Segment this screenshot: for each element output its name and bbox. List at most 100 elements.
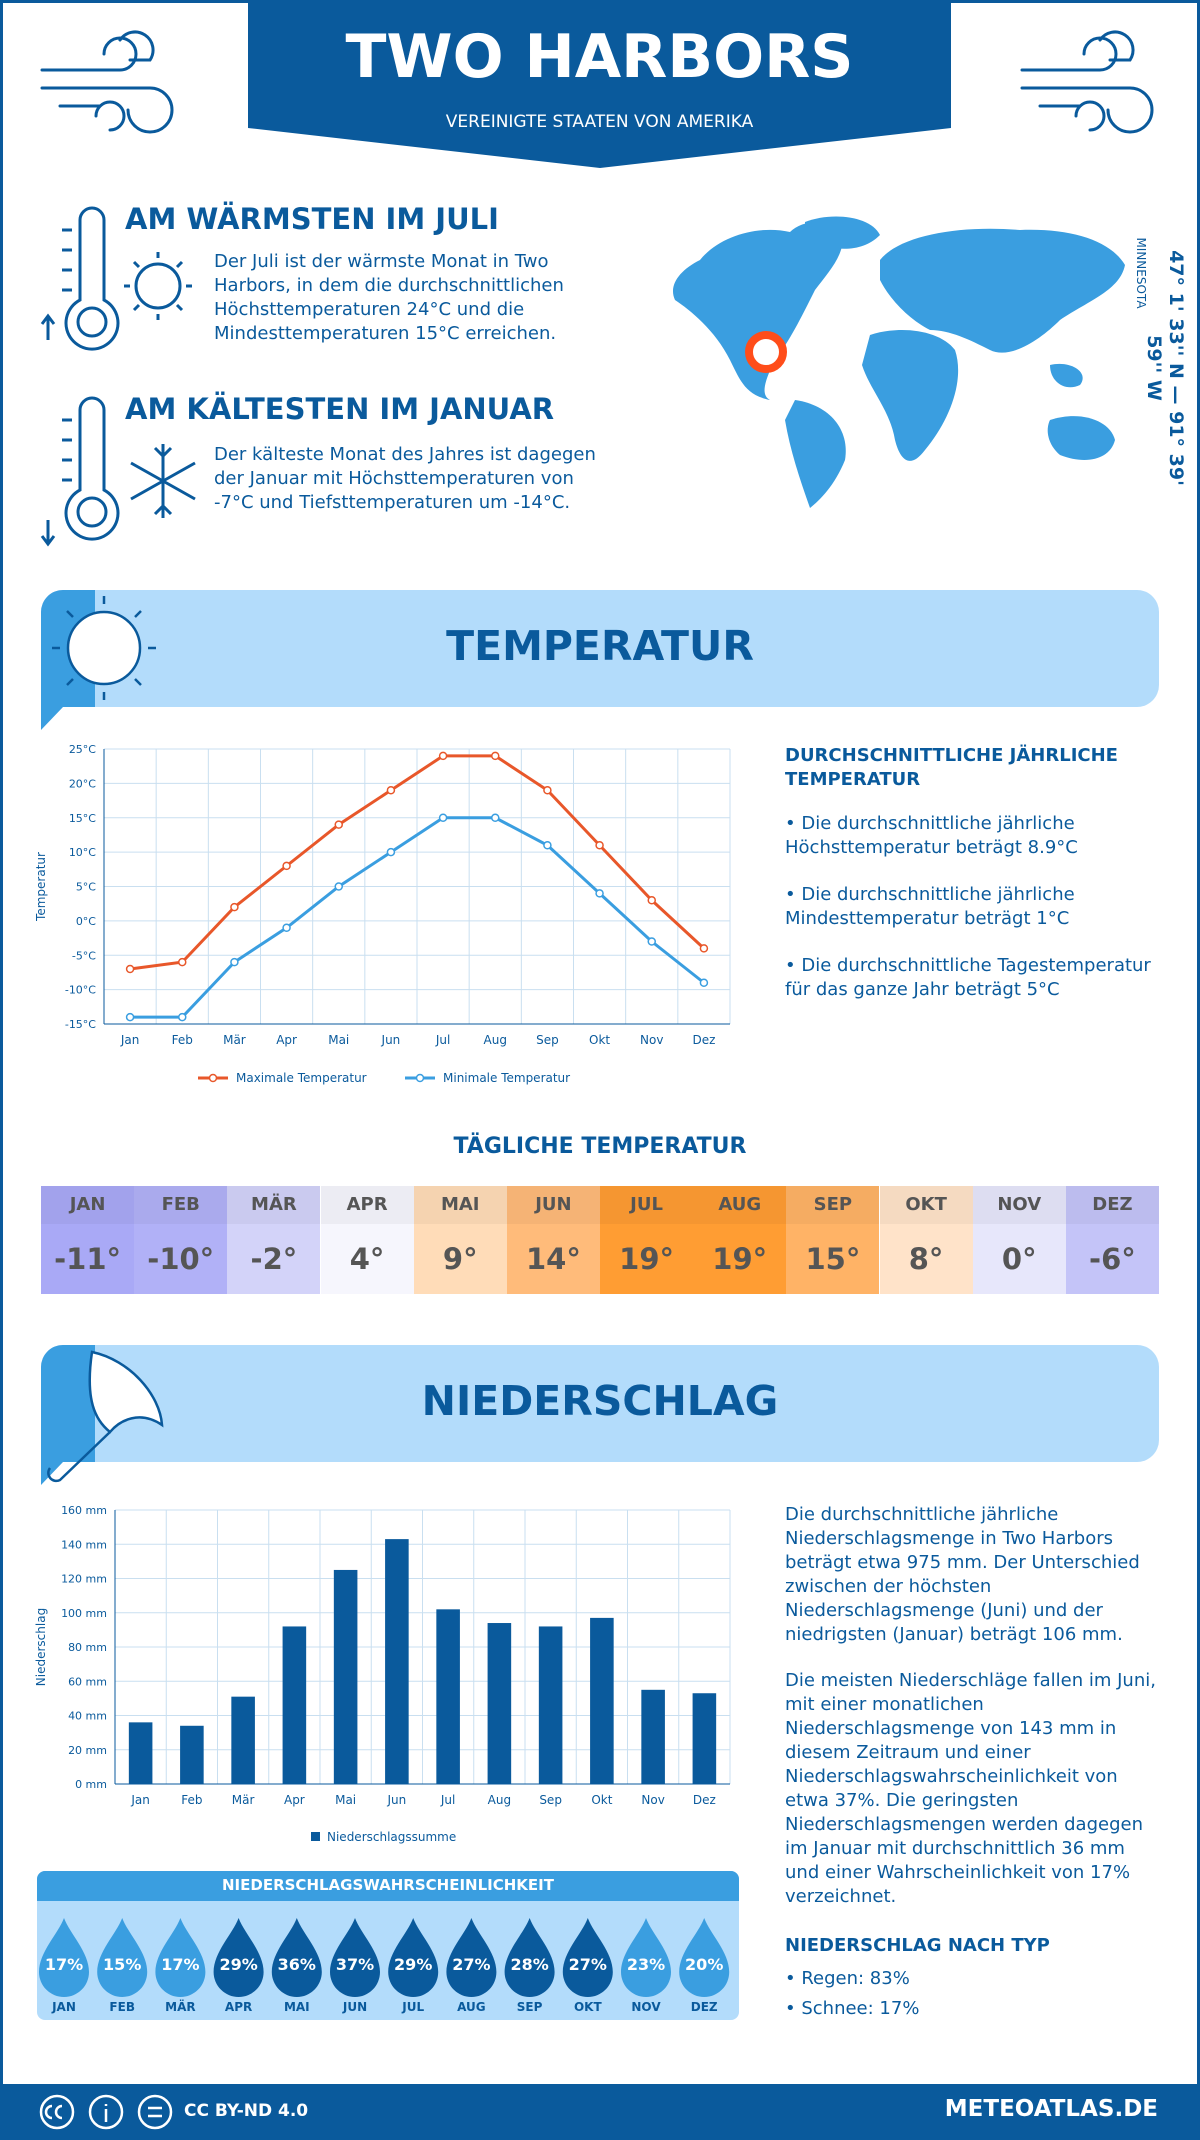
banner-corner — [41, 1345, 95, 1485]
license-icons — [39, 2094, 173, 2130]
precipitation-text: Die durchschnittliche jährliche Niedersc… — [785, 1504, 1140, 1645]
umbrella-icon — [47, 1350, 164, 1483]
y-tick-label: -10°C — [65, 984, 96, 997]
month-value: -2° — [227, 1224, 321, 1294]
point — [647, 937, 656, 946]
x-tick-label: Apr — [284, 1793, 305, 1807]
drop — [562, 1918, 613, 1997]
bar — [538, 1626, 563, 1784]
probability-box — [37, 1871, 739, 2020]
month-header: JAN — [41, 1186, 135, 1224]
x-tick-label: Nov — [640, 1033, 663, 1047]
month-value: -11° — [41, 1224, 135, 1294]
drop — [155, 1918, 206, 1997]
page-title: TWO HARBORS — [345, 22, 854, 92]
point — [543, 786, 552, 795]
probability-month: SEP — [517, 2000, 543, 2014]
point — [699, 978, 709, 987]
x-tick-label: Sep — [539, 1793, 562, 1807]
probability-value: 36% — [278, 1955, 316, 1974]
section-title: NIEDERSCHLAG — [421, 1377, 779, 1425]
coordinates: 47° 1' 33'' N — 91° 39' 59'' W — [1143, 250, 1187, 486]
thermometer-icon — [40, 206, 196, 547]
probability-value: 27% — [452, 1955, 490, 1974]
drop — [271, 1918, 322, 1997]
temperature-banner — [41, 590, 1159, 707]
drop — [504, 1918, 555, 1997]
x-tick-label: Jul — [435, 1033, 450, 1047]
x-tick-label: Mär — [232, 1793, 255, 1807]
drop — [330, 1918, 380, 1997]
x-tick-label: Okt — [589, 1033, 610, 1047]
x-tick-label: Jun — [381, 1033, 401, 1047]
probability-month: NOV — [631, 2000, 661, 2014]
month-header: DEZ — [1065, 1186, 1159, 1224]
point — [491, 751, 500, 761]
probability-month: OKT — [574, 2000, 603, 2014]
month-value: 8° — [879, 1224, 973, 1294]
y-axis-label: Niederschlag — [34, 1608, 48, 1686]
x-tick-label: Feb — [172, 1033, 193, 1047]
summary-item: • Die durchschnittliche jährliche Höchst… — [785, 813, 1078, 858]
probability-value: 17% — [45, 1955, 83, 1974]
point — [647, 896, 656, 905]
line-series — [129, 754, 705, 971]
bar — [487, 1623, 512, 1784]
point — [595, 841, 604, 850]
point — [438, 751, 448, 761]
x-tick-label: Nov — [641, 1793, 664, 1807]
point — [699, 944, 709, 953]
bar — [641, 1689, 665, 1784]
month-header: OKT — [879, 1186, 973, 1224]
month-value: 15° — [786, 1224, 880, 1294]
bar — [231, 1696, 255, 1784]
probability-value: 29% — [394, 1955, 432, 1974]
header-banner — [248, 0, 951, 168]
month-value: 19° — [693, 1224, 787, 1294]
probability-value: 20% — [685, 1955, 723, 1974]
type-item: • Schnee: 17% — [785, 1998, 920, 2019]
page-subtitle: VEREINIGTE STAATEN VON AMERIKA — [445, 112, 754, 132]
point — [178, 1012, 187, 1022]
probability-month: MÄR — [165, 1999, 195, 2014]
x-tick-label: Aug — [488, 1793, 511, 1807]
bar — [333, 1569, 358, 1784]
month-header: JUN — [506, 1186, 600, 1224]
y-tick-label: 0°C — [76, 915, 96, 928]
legend-swatch — [208, 1073, 218, 1083]
y-tick-label: 5°C — [76, 881, 96, 894]
sun-icon — [52, 596, 156, 700]
x-tick-label: Sep — [536, 1033, 559, 1047]
probability-month: AUG — [457, 2000, 486, 2014]
x-tick-label: Apr — [276, 1033, 297, 1047]
point — [595, 889, 604, 898]
point — [386, 786, 396, 795]
month-header: MAI — [413, 1186, 507, 1224]
y-tick-label: 100 mm — [61, 1607, 107, 1620]
y-tick-label: 10°C — [69, 846, 96, 859]
y-tick-label: 15°C — [69, 812, 96, 825]
x-tick-label: Aug — [484, 1033, 507, 1047]
legend-swatch — [415, 1073, 425, 1083]
probability-value: 28% — [510, 1955, 548, 1974]
warmest-text: Der Juli ist der wärmste Monat in Two Ha… — [214, 251, 564, 344]
point — [543, 841, 552, 850]
probability-value: 15% — [103, 1955, 141, 1974]
probability-value: 17% — [161, 1955, 199, 1974]
coldest-text: Der kälteste Monat des Jahres ist dagege… — [214, 444, 596, 513]
warmest-title: AM WÄRMSTEN IM JULI — [125, 202, 499, 236]
drop — [213, 1918, 264, 1997]
location-marker — [745, 331, 787, 373]
y-tick-label: 25°C — [69, 743, 96, 756]
site-name: METEOATLAS.DE — [944, 2096, 1158, 2122]
point — [438, 813, 448, 822]
month-value: 19° — [600, 1224, 694, 1294]
y-tick-label: 40 mm — [68, 1710, 107, 1723]
point — [125, 1012, 135, 1022]
x-tick-label: Jan — [120, 1033, 140, 1047]
probability-title: NIEDERSCHLAGSWAHRSCHEINLICHKEIT — [222, 1876, 554, 1894]
legend-swatch — [311, 1832, 320, 1841]
month-header: SEP — [786, 1186, 880, 1224]
y-tick-label: -5°C — [72, 949, 96, 962]
